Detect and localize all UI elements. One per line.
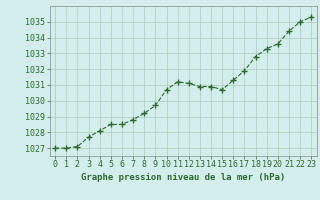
X-axis label: Graphe pression niveau de la mer (hPa): Graphe pression niveau de la mer (hPa) [81,173,285,182]
